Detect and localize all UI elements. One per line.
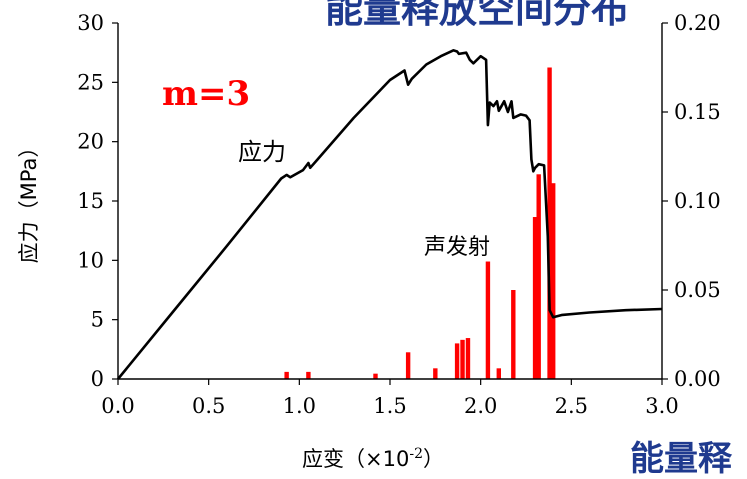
plot-area: [116, 48, 663, 380]
ae-bar: [433, 368, 438, 379]
x-tick-label: 0.0: [101, 394, 134, 418]
overlay-title-fragment: 能量释放空间分布: [325, 0, 629, 31]
ae-bar: [496, 368, 501, 379]
x-axis-label-sup: -2: [409, 446, 423, 462]
y-tick-label: 10: [77, 248, 104, 272]
ae-bar: [532, 217, 538, 379]
ae-bar: [405, 352, 411, 379]
y2-tick-label: 0.15: [674, 100, 721, 124]
y-tick-label: 0: [91, 367, 104, 391]
ae-bar: [547, 67, 552, 379]
x-axis-label-close: ）: [423, 447, 444, 471]
annotation-ae-label: 声发射: [424, 235, 490, 260]
y2-tick-label: 0.20: [674, 11, 721, 35]
ae-bar: [454, 343, 460, 379]
overlay-bottom-fragment: 能量释: [630, 439, 733, 474]
ae-bar: [536, 174, 541, 379]
y-tick-label: 15: [77, 189, 104, 213]
ae-bar: [511, 290, 516, 379]
stress-line: [116, 48, 663, 380]
x-axis-label-text: 应变（×10: [302, 447, 409, 471]
y-axis-label: 应力（MPa）: [17, 137, 41, 264]
y2-tick-label: 0.05: [674, 278, 721, 302]
y-tick-label: 5: [91, 308, 104, 332]
ae-bar: [485, 261, 491, 379]
ae-bar: [373, 373, 378, 379]
y-tick-label: 30: [77, 11, 104, 35]
axes: 0.0 0.5 1.0 1.5 2.0 2.5 3.0 0 5 10 15 20 25 30 0.00 0.0…: [77, 11, 721, 418]
annotation-m3: m=3: [162, 74, 250, 114]
x-tick-label: 3.0: [645, 394, 678, 418]
ae-bar: [284, 371, 289, 379]
ae-bar: [551, 183, 556, 379]
y-tick-label: 25: [77, 70, 104, 94]
y2-tick-label: 0.00: [674, 367, 721, 391]
y-tick-label: 20: [77, 130, 104, 154]
x-tick-label: 2.0: [464, 394, 497, 418]
x-tick-label: 0.5: [192, 394, 225, 418]
annotation-stress-label: 应力: [238, 138, 286, 166]
x-axis-label: 应变（×10-2）: [302, 446, 444, 471]
x-tick-label: 2.5: [555, 394, 588, 418]
ae-bar: [306, 371, 311, 379]
ae-bar: [465, 338, 471, 379]
x-tick-label: 1.0: [283, 394, 316, 418]
y2-tick-label: 0.10: [674, 189, 721, 213]
ae-bar: [460, 339, 465, 379]
x-tick-label: 1.5: [373, 394, 406, 418]
